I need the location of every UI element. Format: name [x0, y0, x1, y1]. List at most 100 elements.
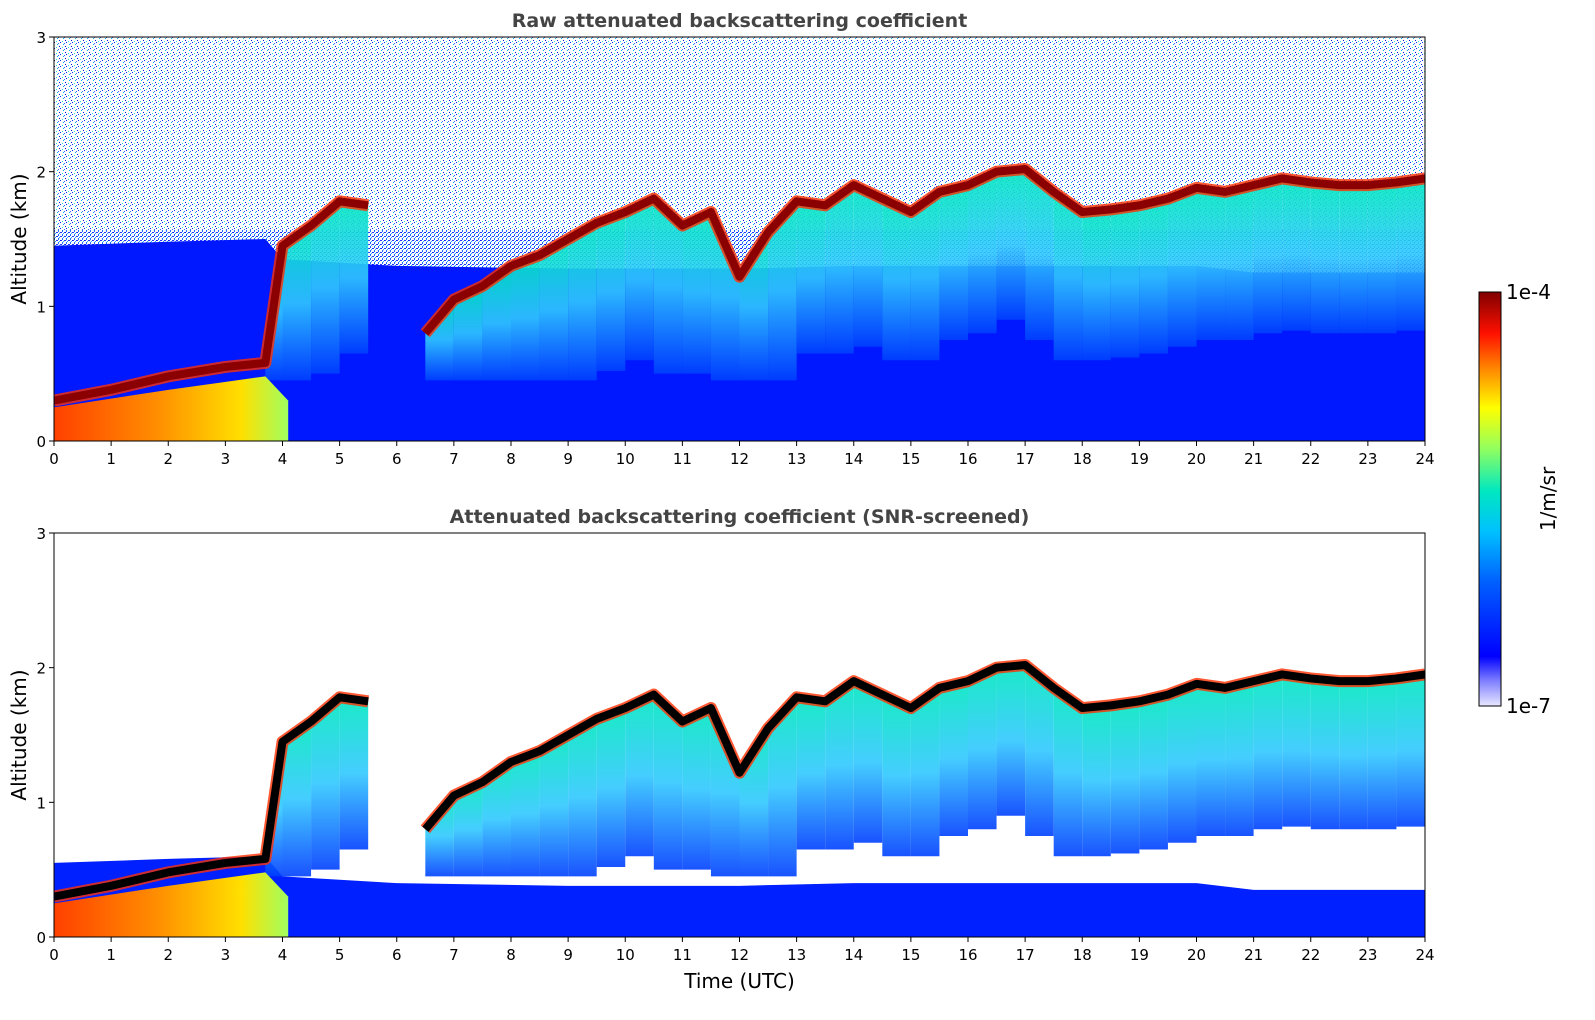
x-tick-label: 20: [1187, 450, 1206, 468]
y-axis: 0 1 2 3: [36, 29, 54, 451]
x-tick-label: 2: [163, 450, 173, 468]
x-tick-label: 16: [958, 946, 977, 964]
x-tick-label: 4: [278, 946, 288, 964]
cloud-column: [1367, 678, 1397, 830]
x-tick-label: 16: [958, 450, 977, 468]
y-tick-label: 0: [36, 929, 46, 947]
x-tick-label: 14: [844, 946, 863, 964]
cloud-column: [453, 782, 483, 877]
x-tick-label: 23: [1358, 450, 1377, 468]
cloud-column: [1167, 683, 1197, 843]
cloud-column: [282, 721, 312, 877]
cloud-column: [653, 694, 683, 870]
colorbar-unit-label: 1/m/sr: [1536, 466, 1560, 531]
x-tick-label: 15: [901, 450, 920, 468]
x-tick-label: 17: [1016, 450, 1035, 468]
x-tick-label: 13: [787, 450, 806, 468]
cloud-column: [625, 198, 654, 361]
cloud-column: [910, 687, 940, 857]
cloud-column: [1082, 705, 1111, 857]
x-tick-label: 1: [106, 946, 116, 964]
cloud-column: [1339, 185, 1368, 334]
cloud-column: [1282, 674, 1311, 827]
cloud-column: [1310, 182, 1340, 334]
cloud-column: [1253, 178, 1283, 334]
x-tick-label: 24: [1415, 450, 1434, 468]
y-tick-label: 2: [36, 660, 46, 678]
y-tick-label: 1: [36, 298, 46, 316]
cloud-column: [939, 681, 968, 836]
cloud-column: [968, 171, 997, 334]
x-tick-label: 0: [49, 946, 59, 964]
cloud-column: [710, 708, 740, 877]
cloud-fill-layer: [54, 658, 1425, 937]
panel-screened: Attenuated backscattering coefficient (S…: [7, 506, 1435, 993]
cloud-column: [311, 697, 340, 870]
x-tick-label: 9: [563, 450, 573, 468]
cloud-column: [1253, 674, 1283, 830]
cloud-column: [425, 299, 454, 381]
cloud-column: [568, 222, 597, 381]
cloud-column: [1110, 205, 1140, 358]
cloud-top-line: [54, 164, 1425, 405]
y-axis-label: Altitude (km): [7, 669, 31, 800]
cloud-column: [853, 681, 883, 843]
y-tick-label: 3: [36, 29, 46, 47]
cloud-column: [482, 265, 511, 381]
cloud-column: [1053, 191, 1083, 361]
cloud-column: [596, 212, 626, 371]
cloud-column: [282, 225, 312, 381]
cloud-column: [511, 751, 540, 877]
panel-title: Attenuated backscattering coefficient (S…: [450, 506, 1030, 528]
cloud-column: [339, 697, 369, 850]
cloud-column: [1396, 674, 1425, 827]
x-tick-label: 21: [1244, 946, 1263, 964]
cloud-column: [1110, 701, 1140, 854]
x-tick-label: 23: [1358, 946, 1377, 964]
cloud-column: [1025, 664, 1054, 836]
cloud-column: [939, 185, 968, 340]
x-tick-label: 5: [335, 946, 345, 964]
cloud-column: [1339, 681, 1368, 830]
cloud-column: [768, 201, 797, 381]
x-tick-label: 18: [1073, 946, 1092, 964]
cloud-column: [1196, 187, 1226, 340]
cloud-column: [539, 239, 569, 381]
x-tick-label: 12: [730, 450, 749, 468]
x-tick-label: 10: [616, 450, 635, 468]
boundary-layer-region: [54, 872, 289, 937]
x-tick-label: 3: [221, 946, 231, 964]
cloud-column: [482, 761, 511, 877]
x-tick-label: 18: [1073, 450, 1092, 468]
cloud-column: [311, 201, 340, 374]
cloud-column: [1396, 178, 1425, 331]
x-tick-label: 8: [506, 946, 516, 964]
x-tick-label: 13: [787, 946, 806, 964]
cloud-column: [511, 255, 540, 381]
cloud-column: [996, 168, 1026, 320]
y-tick-label: 2: [36, 164, 46, 182]
y-tick-label: 1: [36, 794, 46, 812]
x-tick-label: 2: [163, 946, 173, 964]
boundary-layer-region: [54, 376, 289, 441]
x-axis: 0 1 2 3 4 5 6 7 8 9 10 11 12 13 14 15 16 17 18 19 20 21 22 23 24: [49, 937, 1435, 964]
x-tick-label: 20: [1187, 946, 1206, 964]
x-tick-label: 11: [673, 450, 692, 468]
cloud-column: [682, 212, 711, 374]
y-axis: 0 1 2 3: [36, 525, 54, 947]
y-axis-label: Altitude (km): [7, 173, 31, 304]
cloud-column: [825, 681, 854, 850]
heatmap-area: [54, 37, 1425, 441]
x-tick-label: 9: [563, 946, 573, 964]
x-tick-label: 5: [335, 450, 345, 468]
cloud-column: [1139, 694, 1168, 850]
cloud-column: [1310, 678, 1340, 830]
cloud-column: [1025, 168, 1054, 340]
x-tick-label: 8: [506, 450, 516, 468]
cloud-column: [996, 664, 1026, 816]
x-tick-label: 12: [730, 946, 749, 964]
cloud-column: [853, 185, 883, 347]
cloud-column: [968, 667, 997, 830]
x-axis: 0 1 2 3 4 5 6 7 8 9 10 11 12 13 14 15 16 17 18 19 20 21 22 23 24: [49, 441, 1435, 468]
